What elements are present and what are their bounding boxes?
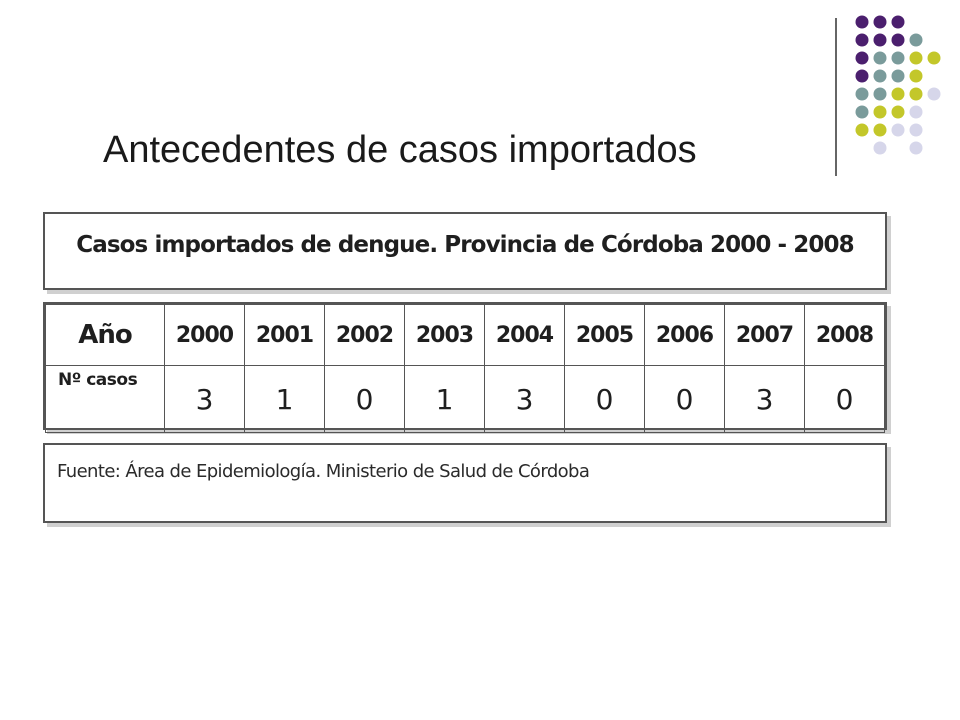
case-count-cell: 1	[404, 365, 485, 433]
case-count-cell: 0	[324, 365, 405, 433]
case-count-cell: 0	[804, 365, 885, 433]
decorative-dot	[909, 87, 923, 101]
decorative-dot	[927, 51, 941, 65]
decorative-dot	[891, 105, 905, 119]
source-note: Fuente: Área de Epidemiología. Ministeri…	[57, 461, 590, 482]
decorative-dot	[855, 105, 869, 119]
decorative-dot	[891, 123, 905, 137]
case-count-cell: 3	[724, 365, 805, 433]
cases-table: Año 2000 2001 2002 2003 2004 2005 2006 2…	[45, 304, 885, 433]
table-header-row: Año 2000 2001 2002 2003 2004 2005 2006 2…	[45, 304, 885, 366]
case-count-cell: 0	[564, 365, 645, 433]
decorative-dot	[891, 69, 905, 83]
decorative-dot	[855, 87, 869, 101]
case-count-cell: 1	[244, 365, 325, 433]
table-caption: Casos importados de dengue. Provincia de…	[76, 232, 854, 258]
decorative-dot	[927, 87, 941, 101]
table-row: Nº casos 3 1 0 1 3 0 0 3 0	[45, 365, 885, 433]
decorative-dot	[855, 69, 869, 83]
year-cell: 2008	[804, 304, 885, 366]
case-count-cell: 3	[484, 365, 565, 433]
case-count-cell: 0	[644, 365, 725, 433]
year-cell: 2003	[404, 304, 485, 366]
decorative-dot	[909, 123, 923, 137]
decorative-dot	[909, 105, 923, 119]
year-cell: 2007	[724, 304, 805, 366]
decorative-dot	[873, 51, 887, 65]
decorative-dot	[873, 141, 887, 155]
decorative-dot	[855, 123, 869, 137]
slide-title: Antecedentes de casos importados	[103, 129, 697, 171]
year-cell: 2000	[164, 304, 245, 366]
decorative-dot	[873, 15, 887, 29]
decorative-dot	[909, 141, 923, 155]
decorative-dot	[855, 51, 869, 65]
decorative-dot	[891, 33, 905, 47]
year-cell: 2001	[244, 304, 325, 366]
decorative-dot	[891, 15, 905, 29]
decorative-dot	[873, 69, 887, 83]
table-caption-box: Casos importados de dengue. Provincia de…	[43, 212, 887, 290]
decorative-dot	[909, 69, 923, 83]
cases-table-box: Año 2000 2001 2002 2003 2004 2005 2006 2…	[43, 302, 887, 433]
decorative-dot	[909, 33, 923, 47]
header-label-cell: Año	[45, 304, 165, 366]
row-label-cell: Nº casos	[45, 365, 165, 433]
source-box: Fuente: Área de Epidemiología. Ministeri…	[43, 443, 887, 523]
decorative-dot	[891, 51, 905, 65]
decorative-dot	[855, 15, 869, 29]
decorative-dot	[873, 123, 887, 137]
year-cell: 2005	[564, 304, 645, 366]
year-cell: 2004	[484, 304, 565, 366]
year-cell: 2002	[324, 304, 405, 366]
year-cell: 2006	[644, 304, 725, 366]
decorative-dot	[909, 51, 923, 65]
decorative-dot	[873, 105, 887, 119]
decorative-dot	[873, 87, 887, 101]
case-count-cell: 3	[164, 365, 245, 433]
decorative-dot	[891, 87, 905, 101]
decorative-dot	[855, 33, 869, 47]
decorative-dot-grid	[835, 15, 941, 176]
decorative-dot	[873, 33, 887, 47]
